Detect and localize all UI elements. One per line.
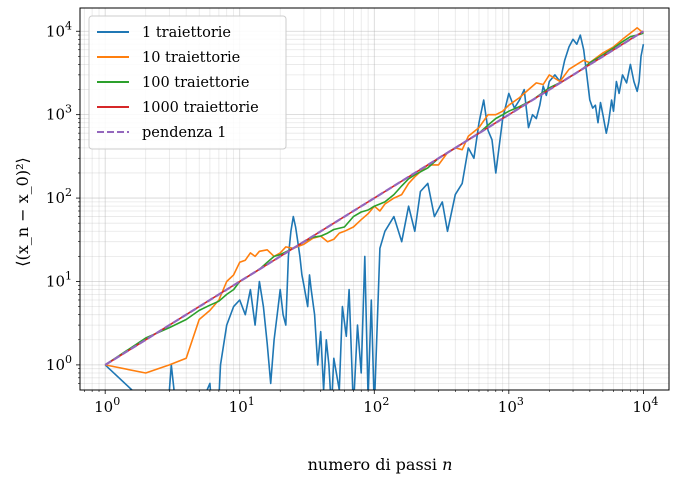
legend: 1 traiettorie 10 traiettorie 100 traiettor…: [88, 15, 287, 150]
x-tick-label: 101: [229, 395, 255, 416]
y-axis-label: ⟨(x_n − x_0)²⟩: [13, 157, 32, 267]
x-tick-label: 103: [498, 395, 524, 416]
legend-label-2: 10 traiettorie: [142, 50, 240, 66]
y-tick-label: 103: [46, 103, 72, 124]
x-tick-label: 100: [94, 395, 120, 416]
tick-labels: 100 101 102 103 104 100 101 102 103 104: [46, 19, 659, 416]
x-axis-label: numero di passi n: [308, 455, 453, 474]
legend-box: [88, 15, 287, 150]
x-tick-label: 102: [363, 395, 389, 416]
y-tick-label: 101: [46, 269, 72, 290]
series-line-5: [104, 30, 644, 366]
ticks: [76, 30, 644, 394]
series-line-1: [104, 34, 645, 390]
y-tick-label: 104: [46, 19, 72, 40]
x-tick-label: 104: [632, 395, 658, 416]
series-line-2: [105, 26, 644, 374]
legend-label-3: 100 traiettorie: [142, 75, 249, 91]
legend-label-1: 1 traiettorie: [142, 25, 231, 41]
y-tick-label: 100: [46, 353, 72, 374]
legend-label-5: pendenza 1: [142, 125, 227, 141]
legend-label-4: 1000 traiettorie: [142, 100, 259, 116]
series-layer: [104, 26, 645, 390]
y-tick-label: 102: [46, 186, 72, 207]
